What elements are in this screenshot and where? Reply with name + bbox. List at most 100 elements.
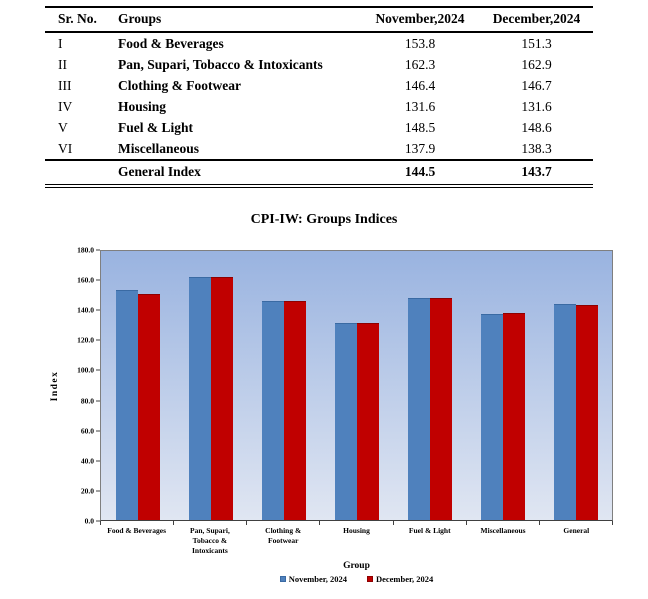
cell-sr: VI: [45, 138, 118, 161]
x-tick-mark: [540, 521, 613, 525]
footer-cell-sr: [45, 160, 118, 188]
bar-november: [261, 301, 284, 520]
cell-nov: 131.6: [404, 98, 436, 114]
bar-november: [334, 323, 357, 520]
x-category-label: Clothing & Footwear: [265, 526, 302, 546]
cell-dec: 162.9: [521, 56, 552, 72]
cell-group: Miscellaneous: [118, 138, 360, 161]
cell-sr: V: [58, 119, 68, 135]
x-tick-mark: [467, 521, 540, 525]
category-slot: [466, 251, 539, 520]
table-row: III Clothing & Footwear 146.4 146.7: [45, 75, 593, 96]
category-slot: [174, 251, 247, 520]
bar-december: [137, 293, 160, 520]
x-axis-tickmarks: [100, 521, 613, 525]
table-footer: General Index 144.5 143.7: [45, 160, 593, 188]
chart-title: CPI-IW: Groups Indices: [250, 212, 398, 227]
legend-item: November, 2024: [279, 574, 347, 584]
cell-group: Food & Beverages: [118, 35, 224, 51]
y-tick-mark: [96, 339, 100, 341]
category-slot: [539, 251, 612, 520]
y-tick-label: 60.0: [81, 426, 100, 435]
table-row: VI Miscellaneous 137.9 138.3: [45, 138, 593, 161]
cell-nov: 137.9: [360, 138, 480, 161]
cell-sr: IV: [58, 98, 73, 114]
x-category-label: Miscellaneous: [480, 526, 526, 535]
x-category-label: Fuel & Light: [408, 526, 451, 535]
category-slot: [247, 251, 320, 520]
y-tick-label: 80.0: [81, 396, 100, 405]
bar-december: [283, 300, 306, 520]
y-tick-mark: [96, 400, 100, 402]
bar-december: [429, 297, 452, 520]
y-tick-label: 140.0: [77, 306, 100, 315]
table-row: V Fuel & Light 148.5 148.6: [45, 117, 593, 138]
bar-november: [480, 313, 503, 520]
x-tick-mark: [174, 521, 248, 525]
cell-nov: 148.5: [404, 119, 436, 135]
y-tick-label: 40.0: [81, 456, 100, 465]
bar-december: [210, 276, 233, 520]
y-tick-mark: [96, 430, 100, 432]
y-tick-label: 20.0: [81, 486, 100, 495]
cell-dec: 151.3: [521, 35, 552, 51]
legend: November, 2024 December, 2024: [100, 574, 613, 584]
table-header: Sr. No. Groups November,2024 December,20…: [45, 6, 593, 33]
legend-swatch-icon: [366, 576, 373, 582]
legend-label: November, 2024: [288, 574, 347, 584]
table-row: I Food & Beverages 153.8 151.3: [45, 32, 593, 54]
x-axis-title: Group: [343, 561, 370, 571]
cell-dec: 146.7: [521, 77, 552, 93]
y-tick-label: 100.0: [77, 366, 100, 375]
indices-table: Sr. No. Groups November,2024 December,20…: [45, 6, 593, 188]
bar-december: [356, 323, 379, 520]
footer-cell-dec: 143.7: [480, 160, 593, 188]
bar-november: [188, 277, 211, 520]
y-tick-label: 160.0: [77, 276, 100, 285]
x-category-label: General: [563, 526, 590, 535]
table-row: IV Housing 131.6 131.6: [45, 96, 593, 117]
bar-december: [575, 305, 598, 520]
table-body: I Food & Beverages 153.8 151.3 II Pan, Supari…: [45, 32, 593, 161]
cell-dec: 138.3: [480, 138, 593, 161]
y-tick-label: 180.0: [77, 246, 100, 255]
y-tick-mark: [96, 279, 100, 281]
cell-nov: 162.3: [404, 56, 436, 72]
bar-november: [115, 290, 138, 520]
y-axis-ticks: 180.0 160.0 140.0 120.0 100.0 80.0 60.0 40.0 20.…: [54, 246, 100, 526]
bar-november: [553, 304, 576, 520]
x-tick-mark: [320, 521, 394, 525]
chart: Index 180.0 160.0 140.0 120.0 100.0 80.0 60.0 4…: [50, 246, 613, 584]
y-tick-mark: [96, 490, 100, 492]
legend-label: December, 2024: [375, 574, 434, 584]
category-slot: [101, 251, 174, 520]
bar-november: [407, 298, 430, 520]
table-footer-row: General Index 144.5 143.7: [45, 160, 593, 188]
x-category-label: Food & Beverages: [107, 526, 167, 535]
cell-dec: 131.6: [521, 98, 552, 114]
cell-group: Clothing & Footwear: [118, 77, 241, 93]
plot-area: [100, 250, 613, 521]
cell-dec: 148.6: [521, 119, 552, 135]
y-tick-mark: [96, 369, 100, 371]
header-groups: Groups: [118, 6, 360, 33]
y-tick-mark: [96, 309, 100, 311]
x-axis-labels: Food & Beverages Pan, Supari, Tobacco & I…: [100, 521, 613, 556]
header-december: December,2024: [480, 6, 593, 33]
y-tick-label: 120.0: [77, 336, 100, 345]
cell-sr: III: [58, 77, 72, 93]
cell-sr: II: [58, 56, 67, 72]
x-category-label: Housing: [343, 526, 370, 535]
x-category-label: Pan, Supari, Tobacco & Intoxicants: [190, 526, 230, 556]
category-slot: [320, 251, 393, 520]
cell-group: Housing: [118, 98, 167, 114]
footer-cell-group: General Index: [118, 160, 360, 188]
legend-swatch-icon: [279, 576, 286, 582]
header-november: November,2024: [360, 6, 480, 33]
legend-item: December, 2024: [366, 574, 434, 584]
table-header-row: Sr. No. Groups November,2024 December,20…: [45, 6, 593, 33]
footer-cell-nov: 144.5: [360, 160, 480, 188]
y-tick-mark: [96, 460, 100, 462]
cell-nov: 146.4: [404, 77, 436, 93]
